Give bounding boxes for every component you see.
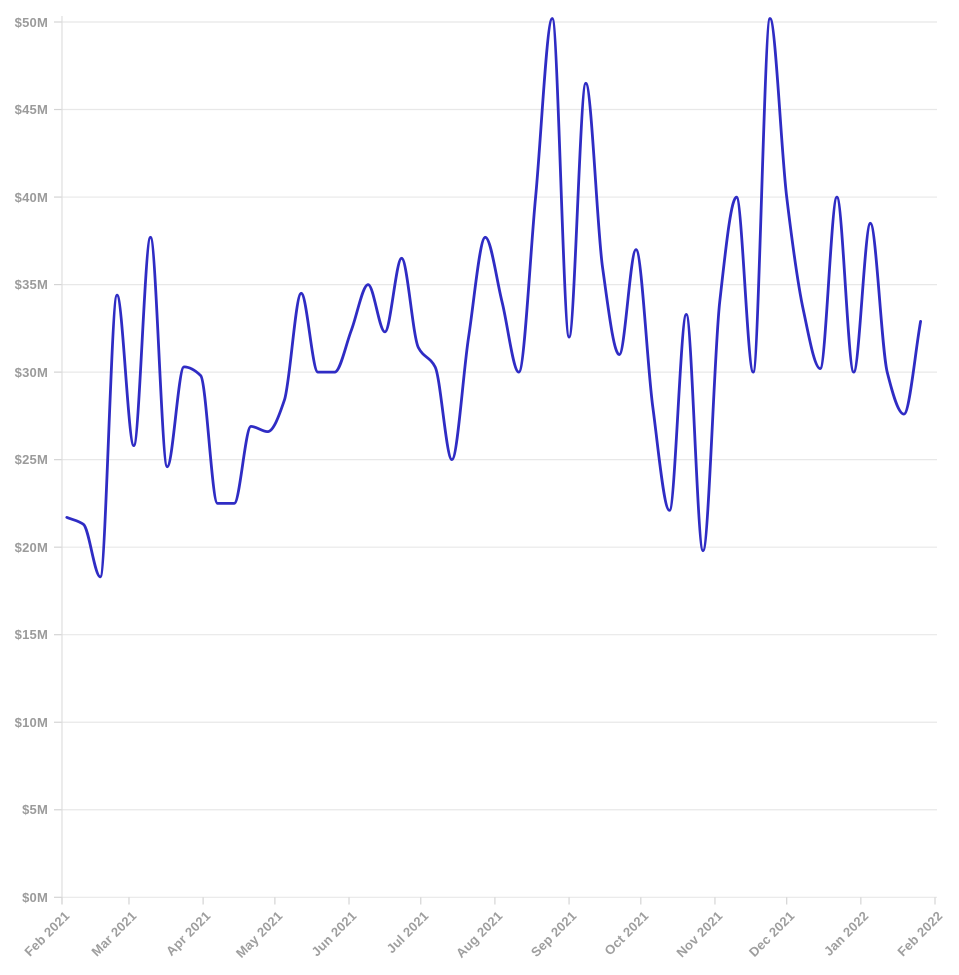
y-axis-label: $40M — [14, 189, 48, 205]
y-axis-label: $35M — [14, 277, 48, 293]
y-axis-label: $50M — [14, 14, 48, 30]
data-series — [65, 17, 922, 579]
y-axis-label: $30M — [14, 364, 48, 380]
axis-ticks — [54, 16, 936, 905]
y-axis-label: $20M — [14, 539, 48, 555]
y-axis-label: $45M — [14, 102, 48, 118]
gridlines — [62, 21, 937, 898]
y-axis-label: $25M — [14, 452, 48, 468]
y-axis-label: $5M — [22, 802, 48, 818]
y-axis-label: $10M — [14, 714, 48, 730]
y-axis-label: $0M — [22, 889, 48, 905]
y-axis-label: $15M — [14, 627, 48, 643]
series-line — [65, 17, 922, 579]
